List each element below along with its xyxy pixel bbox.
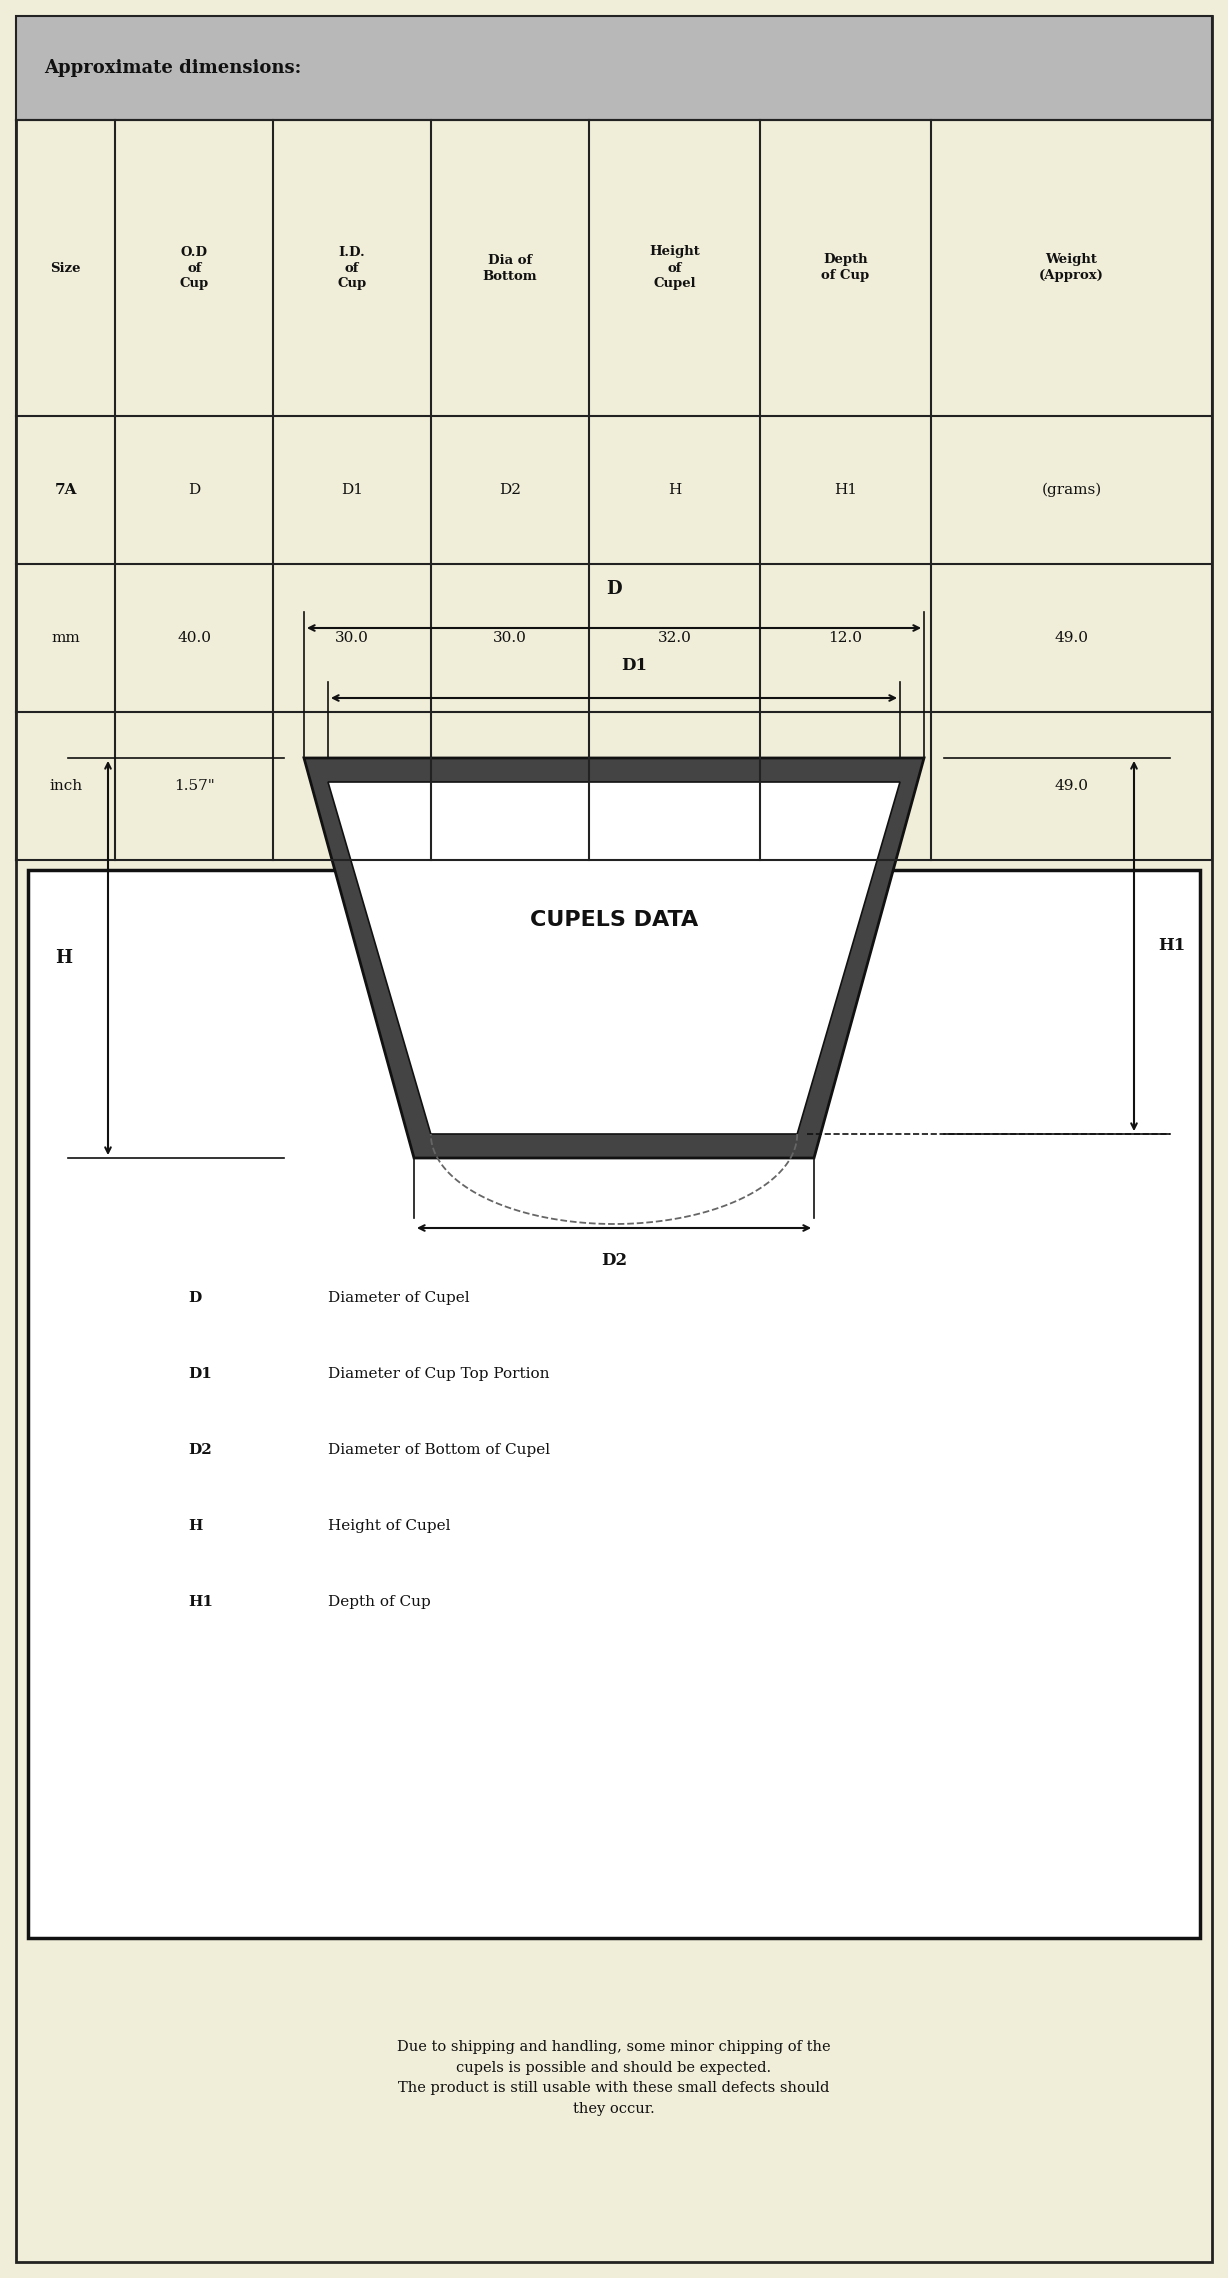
Text: D1: D1 [341,483,363,497]
Text: Due to shipping and handling, some minor chipping of the
cupels is possible and : Due to shipping and handling, some minor… [397,2041,831,2116]
Text: 1.25": 1.25" [655,779,695,793]
Text: D: D [188,483,200,497]
Text: Diameter of Bottom of Cupel: Diameter of Bottom of Cupel [328,1442,550,1458]
Text: H1: H1 [834,483,857,497]
Text: 1.57": 1.57" [174,779,215,793]
Text: D: D [607,581,621,599]
Text: Size: Size [50,262,81,276]
Text: 0.47": 0.47" [825,779,866,793]
Text: 49.0: 49.0 [1055,631,1088,645]
Text: Approximate dimensions:: Approximate dimensions: [44,59,301,77]
Text: H: H [55,950,72,966]
Text: (grams): (grams) [1041,483,1102,497]
Text: 12.0: 12.0 [829,631,862,645]
Text: I.D.
of
Cup: I.D. of Cup [338,246,367,292]
Text: D1: D1 [188,1367,212,1380]
Text: H1: H1 [188,1595,212,1608]
Bar [16,16,1212,121]
Polygon shape [328,781,900,1134]
Text: 30.0: 30.0 [492,631,527,645]
Text: D2: D2 [499,483,521,497]
Text: 7A: 7A [54,483,77,497]
Text: D: D [188,1292,201,1305]
Text: H: H [668,483,682,497]
Text: Diameter of Cupel: Diameter of Cupel [328,1292,469,1305]
Text: 49.0: 49.0 [1055,779,1088,793]
Text: Weight
(Approx): Weight (Approx) [1039,253,1104,282]
Text: Depth
of Cup: Depth of Cup [822,253,869,282]
Text: O.D
of
Cup: O.D of Cup [179,246,209,292]
Text: Height of Cupel: Height of Cupel [328,1519,451,1533]
Text: 1.18": 1.18" [490,779,530,793]
Text: 32.0: 32.0 [657,631,691,645]
Text: Diameter of Cup Top Portion: Diameter of Cup Top Portion [328,1367,549,1380]
Text: Dia of
Bottom: Dia of Bottom [483,253,538,282]
Polygon shape [305,759,923,1157]
Text: D1: D1 [621,656,647,674]
Text: CUPELS DATA: CUPELS DATA [529,909,699,929]
Text: D2: D2 [600,1253,628,1269]
Text: 40.0: 40.0 [177,631,211,645]
Text: 30.0: 30.0 [335,631,368,645]
Text: 1.18": 1.18" [332,779,372,793]
Text: inch: inch [49,779,82,793]
Text: Height
of
Cupel: Height of Cupel [650,246,700,292]
Text: H1: H1 [1158,939,1185,954]
Text: H: H [188,1519,203,1533]
Text: D2: D2 [188,1442,211,1458]
Bar [28,870,1200,1939]
Text: Depth of Cup: Depth of Cup [328,1595,431,1608]
Text: mm: mm [52,631,80,645]
